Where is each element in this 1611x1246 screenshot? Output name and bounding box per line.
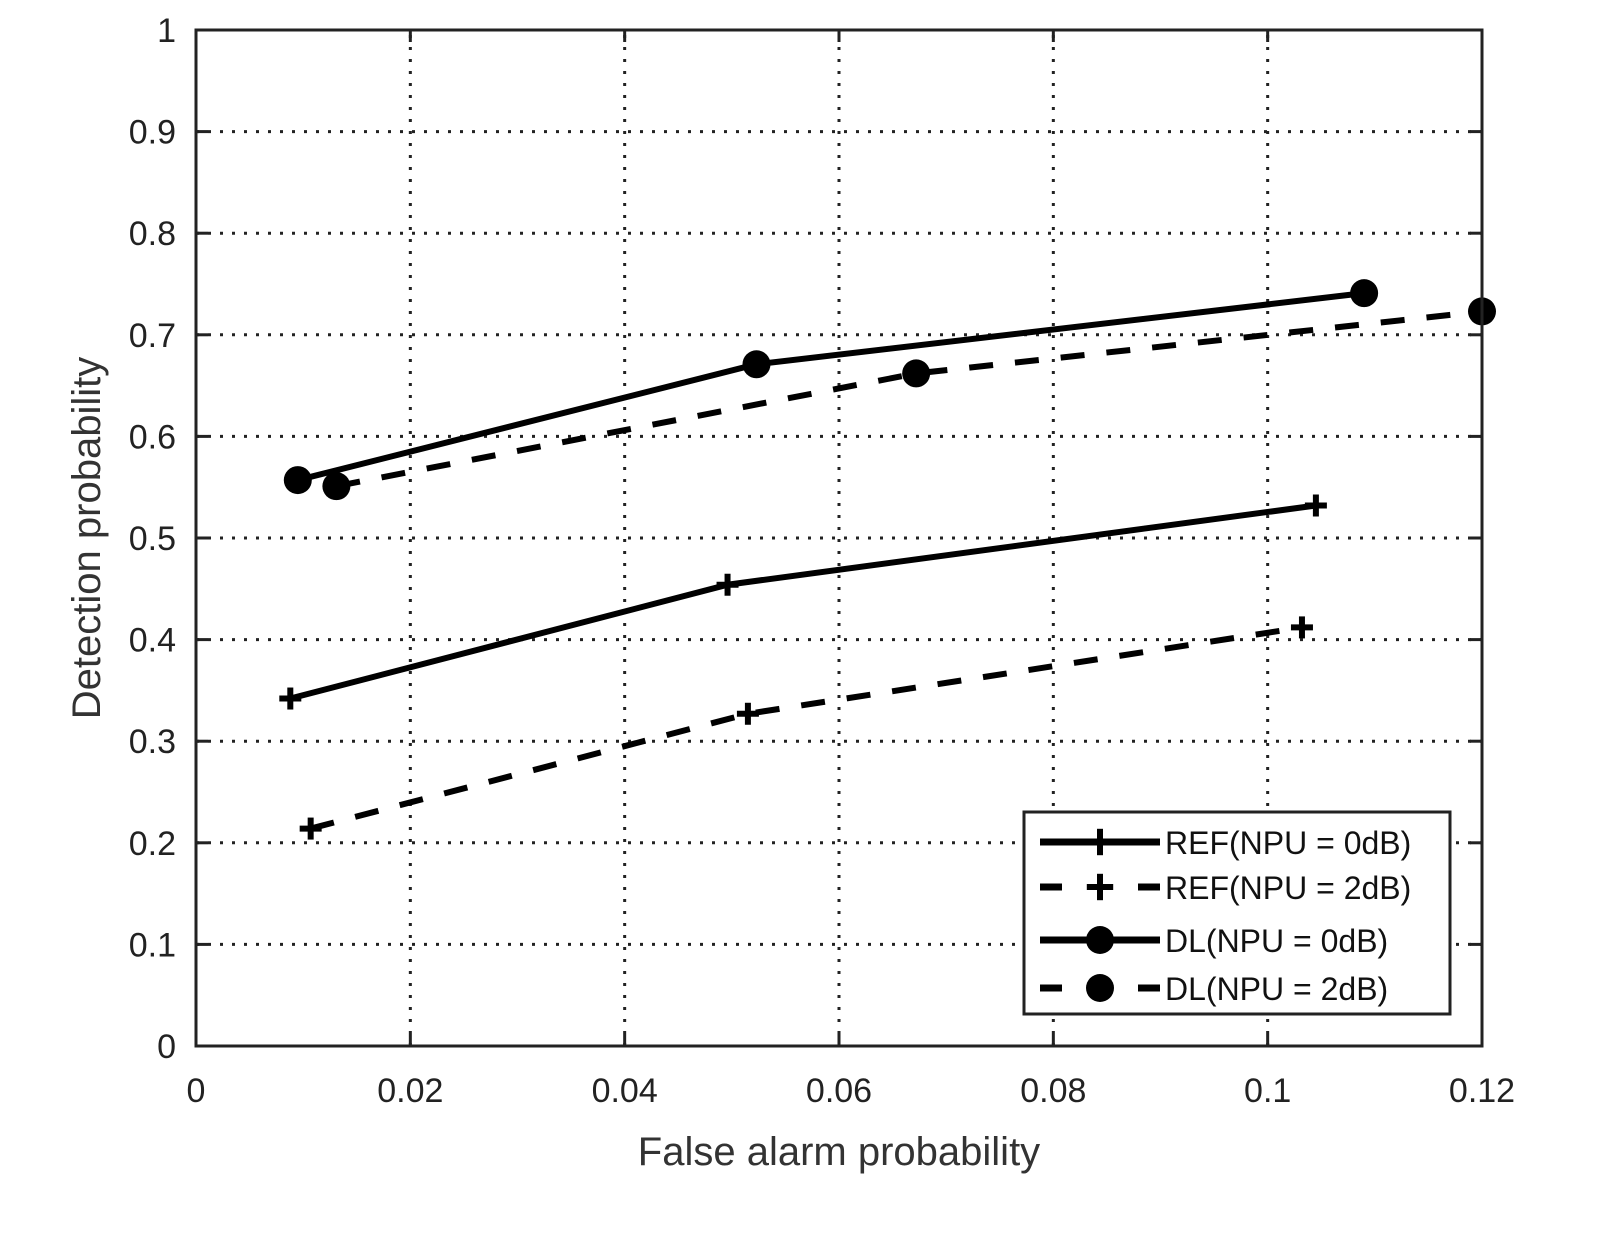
x-tick-label: 0.02	[377, 1072, 443, 1110]
y-tick-label: 0.2	[129, 825, 176, 863]
legend-item: DL(NPU = 2dB)	[1040, 971, 1388, 1007]
legend-label: REF(NPU = 2dB)	[1165, 870, 1411, 906]
data-series	[279, 279, 1496, 840]
legend: REF(NPU = 0dB) REF(NPU = 2dB) DL(NPU = 0dB…	[1022, 810, 1452, 1016]
y-axis-ticks: 0 0.1 0.2 0.3 0.4 0.5 0.6 0.7 0.8 0.9 1	[129, 12, 1482, 1066]
series-0	[279, 494, 1327, 710]
legend-item: REF(NPU = 2dB)	[1040, 870, 1411, 906]
y-tick-label: 0.3	[129, 723, 176, 761]
y-tick-label: 0.4	[129, 622, 176, 660]
x-tick-label: 0.08	[1020, 1072, 1086, 1110]
y-tick-label: 0.7	[129, 317, 176, 355]
y-tick-label: 0.9	[129, 114, 176, 152]
y-tick-label: 0.8	[129, 215, 176, 253]
y-tick-label: 0.1	[129, 926, 176, 964]
y-tick-label: 0.5	[129, 520, 176, 558]
x-axis-label: False alarm probability	[638, 1130, 1040, 1174]
x-tick-label: 0.04	[592, 1072, 658, 1110]
x-tick-label: 0.12	[1449, 1072, 1515, 1110]
legend-label: DL(NPU = 0dB)	[1165, 923, 1388, 959]
y-axis-label: Detection probability	[65, 357, 109, 719]
x-tick-label: 0.06	[806, 1072, 872, 1110]
legend-label: DL(NPU = 2dB)	[1165, 971, 1388, 1007]
y-tick-label: 0.6	[129, 418, 176, 456]
y-tick-label: 1	[157, 12, 176, 50]
x-tick-label: 0	[187, 1072, 206, 1110]
series-2	[283, 279, 1379, 495]
series-1	[299, 616, 1313, 840]
x-axis-ticks: 0 0.02 0.04 0.06 0.08 0.1 0.12	[187, 30, 1515, 1110]
y-tick-label: 0	[157, 1028, 176, 1066]
legend-item: REF(NPU = 0dB)	[1040, 825, 1411, 861]
legend-item: DL(NPU = 0dB)	[1040, 923, 1388, 959]
series-3	[322, 297, 1496, 501]
legend-label: REF(NPU = 0dB)	[1165, 825, 1411, 861]
x-tick-label: 0.1	[1244, 1072, 1291, 1110]
